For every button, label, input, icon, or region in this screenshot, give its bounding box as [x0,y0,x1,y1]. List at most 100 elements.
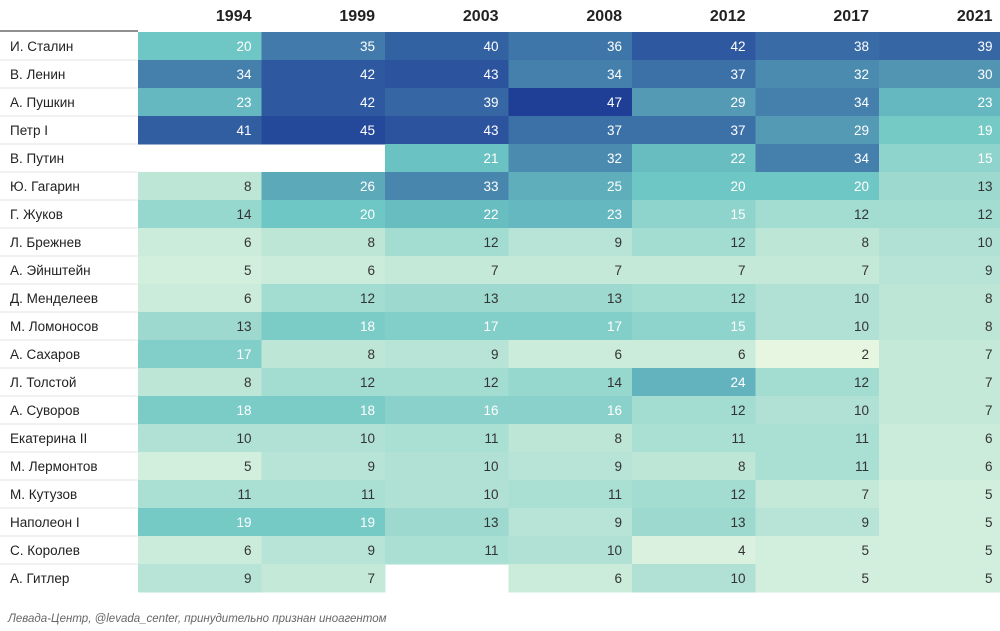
cell-value: 7 [985,375,993,390]
heatmap-cell [385,312,509,341]
heatmap-cell [632,424,756,453]
cell-value: 25 [607,179,622,194]
heatmap-cell [385,172,509,201]
cell-value: 38 [854,39,869,54]
year-label-2021: 2021 [957,8,993,25]
cell-value: 14 [236,207,252,222]
heatmap-cell [879,116,1000,145]
cell-value: 33 [483,179,498,194]
heatmap-cell [755,340,880,369]
heatmap-cell [632,172,756,201]
heatmap-cell [261,88,386,117]
cell-value: 5 [861,543,869,558]
year-label-1999: 1999 [339,8,375,25]
cell-value: 10 [854,403,869,418]
heatmap-cell [138,424,262,453]
heatmap-cell [632,228,756,257]
heatmap-cell [879,508,1000,537]
heatmap-cell [879,536,1000,565]
cell-value: 43 [483,123,498,138]
cell-value: 10 [360,431,375,446]
heatmap-cell [385,32,509,61]
cell-value: 9 [367,459,375,474]
heatmap-cell [385,116,509,145]
heatmap-cell [632,564,756,593]
heatmap-cell [755,564,880,593]
cell-value: 10 [483,459,498,474]
heatmap-cell [755,424,880,453]
heatmap-cell [879,256,1000,285]
cell-value: 43 [483,67,498,82]
heatmap-cell [508,200,633,229]
cell-value: 17 [483,319,498,334]
heatmap-cell [508,88,633,117]
year-label-2003: 2003 [463,8,499,25]
heatmap-cell [385,508,509,537]
cell-value: 14 [607,375,623,390]
cell-value: 5 [985,515,993,530]
cell-value: 6 [985,459,993,474]
cell-value: 9 [614,459,622,474]
heatmap-cell [138,508,262,537]
heatmap-cell [508,116,633,145]
cell-value: 20 [730,179,745,194]
heatmap-cell [755,256,880,285]
cell-value: 9 [244,571,252,586]
cell-value: 8 [367,347,375,362]
heatmap-cell [138,256,262,285]
cell-value: 21 [483,151,498,166]
cell-value: 29 [730,95,745,110]
cell-value: 11 [484,431,498,446]
cell-value: 22 [730,151,745,166]
cell-value: 8 [244,375,252,390]
cell-value: 6 [614,571,622,586]
heatmap-cell [138,32,262,61]
cell-value: 29 [854,123,869,138]
cell-value: 10 [607,543,622,558]
heatmap-cell [138,116,262,145]
row-label: В. Ленин [10,67,65,82]
cell-value: 32 [607,151,622,166]
heatmap-cell [508,340,633,369]
heatmap-cell [261,172,386,201]
heatmap-cell [879,88,1000,117]
row-label: А. Суворов [10,403,80,418]
row-label: М. Кутузов [10,487,77,502]
heatmap-cell [508,368,633,397]
heatmap-cell [755,536,880,565]
heatmap-cell [755,312,880,341]
row-label: В. Путин [10,151,64,166]
cell-value: 34 [854,95,870,110]
heatmap-cell [755,368,880,397]
heatmap-cell [508,228,633,257]
heatmap-cell [138,564,262,593]
cell-value: 32 [854,67,869,82]
cell-value: 7 [985,403,993,418]
heatmap-cell [385,396,509,425]
heatmap-cell [879,312,1000,341]
cell-value: 9 [614,235,622,250]
heatmap-cell [755,32,880,61]
cell-value: 8 [738,459,746,474]
heatmap-cell [261,564,386,593]
cell-value: 15 [730,319,745,334]
cell-value: 7 [491,263,499,278]
heatmap-cell [138,172,262,201]
heatmap-cell [632,340,756,369]
heatmap-cell [385,340,509,369]
cell-value: 8 [985,319,993,334]
heatmap-cell [632,480,756,509]
row-label: А. Эйнштейн [10,263,91,278]
heatmap-cell [632,256,756,285]
heatmap-cell [879,172,1000,201]
cell-value: 2 [861,347,869,362]
heatmap-cell [879,144,1000,173]
year-label-1994: 1994 [216,8,252,25]
heatmap-cell [261,284,386,313]
cell-value: 10 [730,571,745,586]
row-labels: И. Сталин В. Ленин А. Пушкин Петр I В. Путин… [0,39,138,586]
row-label: А. Гитлер [10,571,69,586]
row-label: М. Ломоносов [10,319,98,334]
cell-value: 26 [360,179,375,194]
